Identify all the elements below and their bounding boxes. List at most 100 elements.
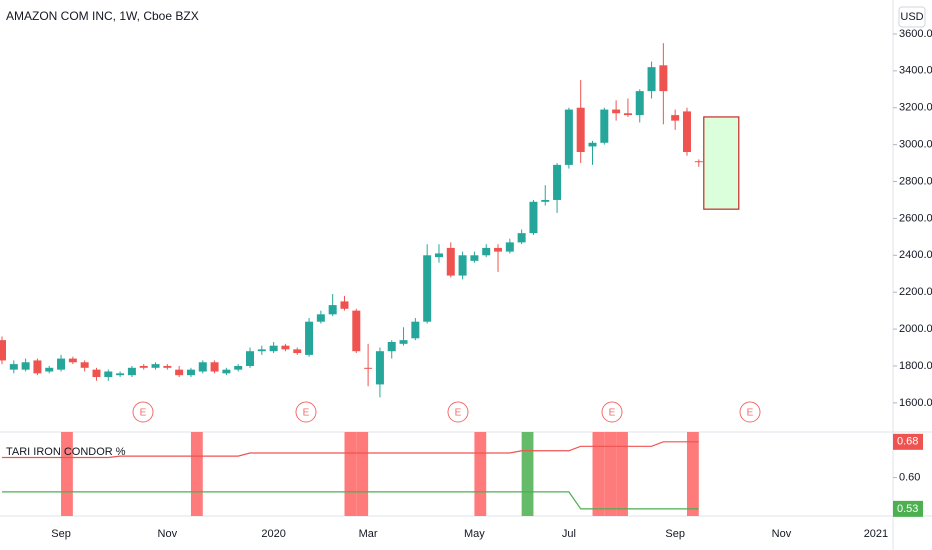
- candle-body: [423, 255, 432, 322]
- candle-body: [269, 345, 278, 352]
- candle-body: [9, 364, 18, 370]
- candle-body: [635, 91, 644, 116]
- earnings-marker[interactable]: [447, 401, 469, 423]
- candle-body: [210, 362, 219, 372]
- last-value-box: [893, 500, 923, 517]
- candle-body: [671, 115, 680, 121]
- x-tick-label: Nov: [158, 528, 178, 540]
- y-tick-label: 0.60: [899, 471, 920, 483]
- candle-body: [21, 362, 30, 370]
- candle-body: [257, 349, 266, 352]
- candle-body: [127, 367, 136, 376]
- candle-body: [305, 321, 314, 355]
- x-tick-label: May: [464, 528, 485, 540]
- x-tick-label: 2021: [864, 528, 888, 540]
- candle-body: [45, 367, 54, 372]
- candle-body: [116, 373, 125, 376]
- y-tick-label: 2400.00: [899, 249, 932, 261]
- x-tick-label: Sep: [51, 528, 71, 540]
- candle-body: [198, 362, 207, 372]
- candle-body: [564, 109, 573, 165]
- candle-body: [470, 255, 479, 261]
- earnings-marker[interactable]: [295, 401, 317, 423]
- signal-bar: [521, 432, 534, 516]
- chart-title: AMAZON COM INC, 1W, Cboe BZX: [6, 9, 199, 23]
- candle-body: [281, 345, 290, 350]
- candle-body: [600, 109, 609, 143]
- candle-body: [494, 247, 503, 252]
- signal-bar: [190, 432, 203, 516]
- x-tick-label: Sep: [665, 528, 685, 540]
- candle-body: [163, 365, 172, 368]
- candle-body: [541, 199, 550, 202]
- y-tick-label: 1800.00: [899, 360, 932, 372]
- candle-body: [612, 109, 621, 114]
- y-tick-label: 1600.00: [899, 397, 932, 409]
- candle-body: [293, 349, 302, 354]
- candle-body: [57, 358, 66, 370]
- signal-bar: [344, 432, 357, 516]
- candle-body: [222, 369, 231, 374]
- signal-bar: [61, 432, 73, 516]
- candle-body: [458, 255, 467, 276]
- signal-bar: [604, 432, 617, 516]
- y-tick-label: 3200.00: [899, 102, 932, 114]
- signal-bar: [356, 432, 369, 516]
- currency-box[interactable]: [898, 6, 926, 28]
- earnings-label: E: [140, 408, 147, 419]
- candle-body: [623, 113, 632, 116]
- signal-bar: [592, 432, 605, 516]
- candle-body: [411, 321, 420, 339]
- candle-body: [375, 351, 384, 385]
- candle-body: [517, 233, 526, 243]
- x-tick-label: Mar: [359, 528, 378, 540]
- signal-bar: [474, 432, 487, 516]
- candle-body: [175, 369, 184, 376]
- candle-body: [352, 310, 361, 352]
- candle-body: [482, 247, 491, 256]
- candle-body: [364, 367, 373, 369]
- earnings-marker[interactable]: [739, 401, 761, 423]
- currency: USD: [900, 11, 923, 23]
- candle-body: [80, 362, 89, 368]
- earnings-label: E: [303, 408, 310, 419]
- indicator-line: [2, 491, 699, 510]
- candle-body: [399, 340, 408, 344]
- y-tick-label: 2800.00: [899, 175, 932, 187]
- candle-body: [92, 369, 101, 378]
- candle-body: [186, 369, 195, 376]
- indicator-title: TARI IRON CONDOR %: [6, 446, 126, 458]
- x-tick-label: Jul: [562, 528, 576, 540]
- candle-body: [104, 371, 113, 378]
- y-tick-label: 2200.00: [899, 286, 932, 298]
- candle-body: [33, 360, 42, 374]
- candle-body: [588, 142, 597, 147]
- candle-body: [139, 365, 148, 368]
- last-value-label: 0.68: [897, 436, 918, 448]
- last-value-box: [893, 433, 923, 450]
- range-box: [703, 116, 740, 210]
- indicator-line: [2, 441, 699, 459]
- x-tick-label: 2020: [261, 528, 285, 540]
- candle-body: [505, 242, 514, 252]
- y-tick-label: 3600.00: [899, 28, 932, 40]
- candle-body: [529, 201, 538, 234]
- earnings-label: E: [455, 408, 462, 419]
- candle-body: [316, 314, 325, 322]
- candle-body: [434, 253, 443, 258]
- candle-body: [0, 340, 6, 361]
- candle-body: [151, 364, 160, 368]
- signal-bar: [616, 432, 628, 516]
- earnings-label: E: [747, 408, 754, 419]
- candle-body: [328, 305, 337, 315]
- last-value-label: 0.53: [897, 503, 918, 515]
- earnings-marker[interactable]: [601, 401, 623, 423]
- candle-body: [340, 301, 349, 309]
- candle-body: [576, 107, 585, 152]
- candle-body: [694, 161, 703, 163]
- earnings-marker[interactable]: [132, 401, 154, 423]
- y-tick-label: 2000.00: [899, 323, 932, 335]
- y-tick-label: 3000.00: [899, 139, 932, 151]
- y-tick-label: 2600.00: [899, 212, 932, 224]
